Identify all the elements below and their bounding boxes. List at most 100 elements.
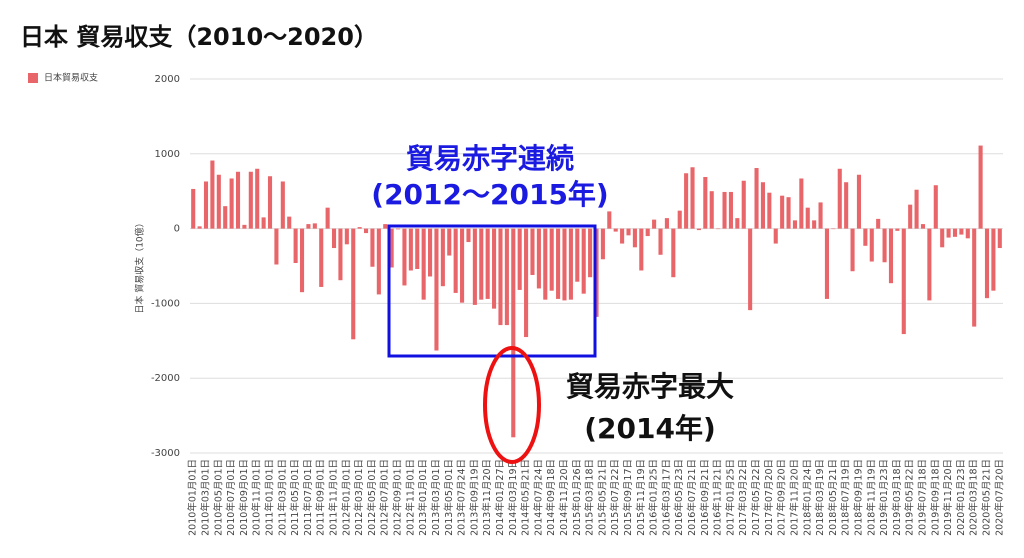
bar: [588, 228, 593, 278]
bar: [716, 228, 721, 230]
bar: [242, 224, 247, 229]
bar: [517, 228, 522, 290]
legend-swatch: [28, 73, 38, 83]
x-tick-label: 2018年05月21日: [827, 459, 839, 536]
bar: [645, 228, 650, 237]
bar: [799, 178, 804, 229]
x-tick-label: 2013年11月20日: [481, 459, 493, 536]
bar: [984, 228, 990, 299]
bar: [895, 228, 900, 231]
x-tick-label: 2012年07月01日: [379, 459, 391, 536]
bar: [280, 181, 285, 229]
x-tick-label: 2011年03月01日: [276, 459, 288, 536]
bar: [453, 228, 458, 293]
bar: [466, 228, 471, 243]
bar: [376, 228, 381, 295]
x-tick-label: 2013年09月19日: [468, 459, 480, 536]
x-tick-label: 2019年05月22日: [904, 459, 916, 536]
x-tick-label: 2017年01月25日: [724, 459, 736, 536]
bar: [927, 228, 932, 301]
bar: [191, 188, 196, 229]
legend-label: 日本貿易収支: [44, 72, 98, 84]
bar: [671, 228, 676, 278]
bar: [818, 202, 823, 229]
annotation: (2014年): [584, 412, 716, 445]
x-tick-label: 2014年05月21日: [520, 459, 532, 536]
bar: [299, 228, 305, 293]
x-tick-label: 2019年03月18日: [891, 459, 903, 536]
x-tick-label: 2018年11月19日: [865, 459, 877, 536]
x-tick-label: 2015年09月17日: [622, 459, 634, 536]
highlight-ellipse: [483, 346, 541, 464]
bar: [882, 228, 887, 263]
x-tick-label: 2013年03月01日: [430, 459, 442, 536]
x-tick-label: 2010年03月01日: [200, 459, 212, 536]
bar: [216, 174, 221, 229]
bar: [652, 219, 657, 229]
x-tick-label: 2011年07月01日: [302, 459, 314, 536]
y-tick-label: -3000: [151, 448, 180, 459]
bar: [524, 228, 529, 338]
bar: [824, 228, 830, 299]
x-tick-label: 2018年07月19日: [840, 459, 852, 536]
bar: [421, 228, 426, 300]
bar: [677, 210, 682, 229]
x-tick-label: 2015年07月22日: [609, 459, 621, 536]
bar: [210, 160, 215, 229]
bar: [562, 228, 567, 301]
bar: [959, 228, 964, 235]
bar: [351, 228, 356, 340]
x-tick-label: 2010年11月01日: [251, 459, 263, 536]
bar: [914, 189, 919, 229]
x-tick-label: 2013年07月24日: [456, 459, 468, 536]
bar: [600, 228, 605, 260]
bar: [997, 228, 1002, 249]
x-tick-label: 2016年05月23日: [673, 459, 685, 536]
bar: [440, 228, 445, 287]
x-tick-label: 2012年01月01日: [340, 459, 352, 536]
bar: [312, 223, 317, 229]
bar: [396, 228, 401, 230]
bar: [709, 191, 714, 229]
x-tick-label: 2011年01月01日: [264, 459, 276, 536]
x-tick-label: 2012年03月01日: [353, 459, 365, 536]
bar: [357, 227, 362, 229]
bar: [722, 191, 727, 229]
bar: [837, 168, 842, 229]
bar: [607, 211, 612, 229]
bar: [428, 228, 433, 277]
bar: [267, 176, 273, 229]
bar: [869, 228, 874, 262]
bar: [703, 176, 708, 229]
bar: [690, 167, 695, 229]
bar: [287, 216, 292, 229]
y-tick-label: 0: [174, 224, 180, 235]
y-axis-title: 日本 貿易収支（10億）: [134, 218, 146, 313]
bar: [248, 171, 253, 229]
bar: [684, 173, 689, 229]
x-tick-label: 2016年09月21日: [699, 459, 711, 536]
bar: [863, 228, 868, 246]
x-tick-label: 2014年01月27日: [494, 459, 506, 536]
x-tick-label: 2018年01月24日: [801, 459, 813, 536]
y-tick-label: 2000: [155, 74, 180, 85]
bar: [338, 228, 343, 281]
x-tick-label: 2014年11月20日: [558, 459, 570, 536]
bar: [876, 218, 881, 229]
bar: [741, 180, 746, 229]
bar: [479, 228, 484, 300]
x-tick-label: 2017年03月22日: [737, 459, 749, 536]
bar: [370, 228, 375, 267]
bar: [754, 168, 759, 229]
bar: [530, 228, 535, 275]
bar: [203, 181, 209, 229]
bar: [575, 228, 580, 282]
bar: [639, 228, 644, 271]
x-tick-label: 2019年09月18日: [929, 459, 941, 536]
bar: [965, 228, 970, 239]
x-tick-label: 2020年05月21日: [980, 459, 992, 536]
bar: [786, 197, 791, 229]
x-tick-label: 2011年05月01日: [289, 459, 301, 536]
bar: [472, 228, 477, 305]
